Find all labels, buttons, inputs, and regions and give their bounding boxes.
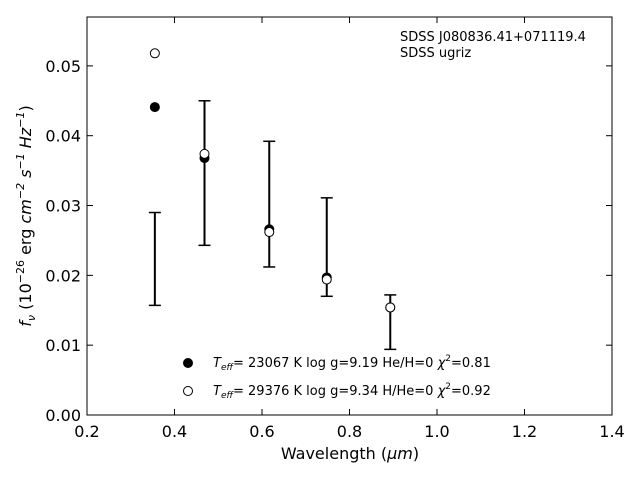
x-axis-title: Wavelength (μm) <box>281 444 419 463</box>
x-tick-label: 0.8 <box>337 422 362 441</box>
x-tick-label: 0.4 <box>162 422 187 441</box>
data-point-open <box>199 148 210 159</box>
plot-frame <box>86 16 613 416</box>
legend: Teff= 23067 K log g=9.19 He/H=0 χ2=0.81 … <box>183 354 491 401</box>
legend-marker-open <box>183 386 193 396</box>
legend-marker-filled <box>183 358 193 368</box>
points-layer <box>149 48 396 313</box>
y-tick-label: 0.00 <box>45 406 81 425</box>
data-point-filled <box>149 102 160 113</box>
y-tick-label: 0.01 <box>45 336 81 355</box>
data-point-open <box>149 48 160 59</box>
ticks-layer: 0.2 0.4 0.6 0.8 1.0 1.2 1.4 0.00 0.01 0.02 0.03 0.0… <box>45 17 625 441</box>
legend-label-filled: Teff= 23067 K log g=9.19 He/H=0 χ2=0.81 <box>213 354 491 373</box>
x-tick-label: 0.6 <box>249 422 274 441</box>
x-tick-label: 1.0 <box>424 422 449 441</box>
data-point-open <box>385 302 396 313</box>
y-tick-label: 0.03 <box>45 197 81 216</box>
y-tick-label: 0.02 <box>45 266 81 285</box>
annotation-title: SDSS J080836.41+071119.4 <box>400 30 586 45</box>
legend-label-open: Teff= 29376 K log g=9.34 H/He=0 χ2=0.92 <box>213 382 491 401</box>
y-tick-label: 0.04 <box>45 127 81 146</box>
data-point-open <box>264 227 275 238</box>
y-axis-title: fν (10−26 erg cm−2 s−1 Hz−1) <box>14 105 38 326</box>
x-tick-label: 1.4 <box>599 422 624 441</box>
annotation-subtitle: SDSS ugriz <box>400 46 471 61</box>
x-tick-label: 1.2 <box>512 422 537 441</box>
data-point-open <box>321 274 332 285</box>
y-tick-label: 0.05 <box>45 57 81 76</box>
x-tick-label: 0.2 <box>74 422 99 441</box>
